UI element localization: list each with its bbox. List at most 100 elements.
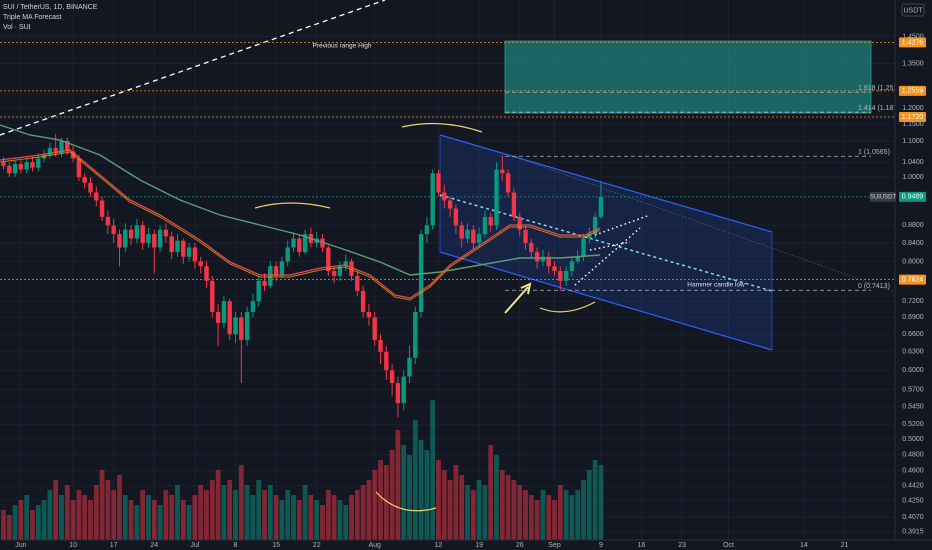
candle-body xyxy=(30,162,35,168)
volume-bar xyxy=(82,495,88,540)
volume-bar xyxy=(528,495,534,540)
ma-fast xyxy=(0,149,601,299)
volume-bar xyxy=(1,510,6,540)
candle-body xyxy=(366,311,372,318)
y-tick-label: 1.1000 xyxy=(902,138,924,145)
x-tick-label: 16 xyxy=(638,542,646,549)
y-tick-label: 0.6900 xyxy=(902,314,924,321)
y-tick-label: 0.6300 xyxy=(902,349,924,356)
volume-bar xyxy=(424,450,430,540)
squiggle xyxy=(375,491,437,512)
candle-body xyxy=(517,216,522,230)
squiggle xyxy=(401,122,483,133)
candle-body xyxy=(436,173,441,193)
candle-body xyxy=(511,192,517,217)
symbol-badge xyxy=(870,191,896,202)
x-tick-label: 19 xyxy=(475,542,483,549)
volume-bar xyxy=(383,465,389,540)
candle-body xyxy=(558,271,563,281)
volume-bar xyxy=(169,495,175,540)
volume-bar xyxy=(523,490,528,540)
volume-bar xyxy=(296,500,302,540)
y-tick-label: 0.5700 xyxy=(902,386,924,393)
candle-body xyxy=(331,271,337,276)
volume-bar xyxy=(430,400,436,540)
y-tick-label: 0.4600 xyxy=(902,468,924,475)
candle-body xyxy=(529,242,534,253)
volume-bar xyxy=(175,485,180,540)
volume-bar xyxy=(180,500,186,540)
candle-body xyxy=(592,216,598,235)
volume-bar xyxy=(291,495,296,540)
candle-body xyxy=(453,208,459,226)
volume-bar xyxy=(146,495,151,540)
x-tick-label: 9 xyxy=(599,542,603,549)
price-badge xyxy=(899,191,926,202)
fib-label: 0 (0.7413) xyxy=(858,283,890,290)
price-badge xyxy=(899,112,926,123)
volume-bar xyxy=(401,445,407,540)
volume-bar xyxy=(35,505,41,540)
candle-body xyxy=(418,234,424,312)
volume-bar xyxy=(320,505,325,540)
candle-body xyxy=(53,147,58,154)
volume-bar xyxy=(128,500,134,540)
candle-body xyxy=(407,357,412,377)
volume-bar xyxy=(557,485,563,540)
candle-body xyxy=(471,229,476,243)
x-tick-label: 15 xyxy=(272,542,280,549)
volume-bar xyxy=(279,500,285,540)
volume-bar xyxy=(331,495,337,540)
candle-body xyxy=(447,200,453,209)
candle-body xyxy=(552,266,557,272)
volume-bar xyxy=(233,490,238,540)
fib-label: 1.618 (1.2513) xyxy=(858,85,904,92)
volume-bar xyxy=(378,460,383,540)
volume-bar xyxy=(337,500,343,540)
candle-body xyxy=(1,162,6,166)
volume-bar xyxy=(418,440,424,540)
candle-body xyxy=(146,234,151,243)
volume-bar xyxy=(6,515,12,540)
candle-body xyxy=(233,317,238,335)
volume-bar xyxy=(360,485,366,540)
volume-bar xyxy=(470,490,476,540)
volume-bar xyxy=(598,465,604,540)
candles xyxy=(1,134,604,418)
candle-body xyxy=(546,256,551,267)
volume-bar xyxy=(592,460,598,540)
y-tick-label: 0.4070 xyxy=(902,514,924,521)
y-tick-label: 0.3915 xyxy=(902,529,924,536)
volume-bar xyxy=(395,430,401,540)
candle-body xyxy=(563,271,569,281)
volume-bar xyxy=(540,490,546,540)
volume-bar xyxy=(256,480,262,540)
candle-body xyxy=(488,216,493,226)
y-tick-label: 0.4250 xyxy=(902,497,924,504)
volume-bar xyxy=(12,505,18,540)
fib-label: 1.414 (1.1870) xyxy=(858,105,904,112)
volume-bar xyxy=(134,505,140,540)
volume-bar xyxy=(441,470,447,540)
candle-body xyxy=(163,229,169,237)
volume-bar xyxy=(436,460,441,540)
channel-bottom xyxy=(439,251,773,351)
volume-bar xyxy=(204,490,209,540)
candle-body xyxy=(181,240,186,257)
volume-bar xyxy=(105,480,111,540)
volume-bar xyxy=(563,490,569,540)
volume-bar xyxy=(157,505,163,540)
price-badge xyxy=(899,85,926,96)
volume-bar xyxy=(407,455,412,540)
y-tick-label: 1.4500 xyxy=(902,33,924,40)
y-tick-label: 0.7200 xyxy=(902,298,924,305)
volume-bar xyxy=(389,450,395,540)
candle-body xyxy=(505,173,511,193)
candle-body xyxy=(210,280,215,312)
candle-body xyxy=(250,301,256,312)
volume-bar xyxy=(53,480,59,540)
volume-bar xyxy=(366,480,372,540)
y-tick-label: 1.3500 xyxy=(902,60,924,67)
candle-body xyxy=(302,234,308,253)
x-tick-label: 10 xyxy=(69,542,77,549)
